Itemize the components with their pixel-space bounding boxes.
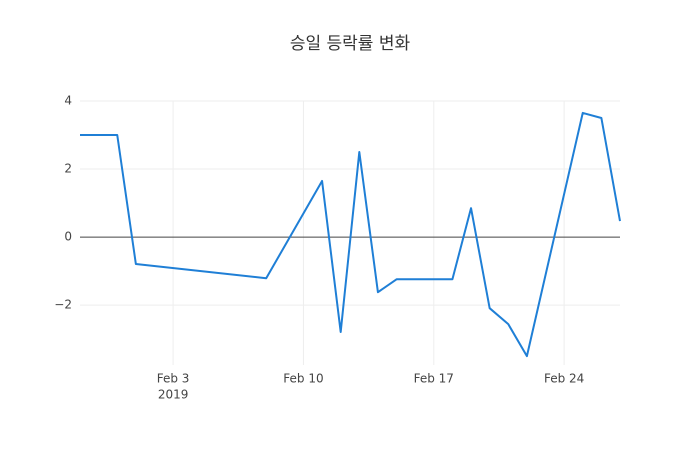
x-tick-label: Feb 24: [544, 372, 584, 386]
y-tick-label: 0: [64, 230, 72, 244]
chart-title: 승일 등락률 변화: [290, 34, 411, 54]
x-tick-label: Feb 17: [414, 372, 454, 386]
x-tick-label: Feb 3: [157, 372, 190, 386]
y-tick-label: 4: [64, 94, 72, 108]
y-tick-label: 2: [64, 162, 72, 176]
x-tick-label: Feb 10: [283, 372, 323, 386]
x-tick-year: 2019: [158, 388, 189, 402]
line-series: [80, 111, 621, 358]
y-tick-label: −2: [54, 298, 72, 312]
